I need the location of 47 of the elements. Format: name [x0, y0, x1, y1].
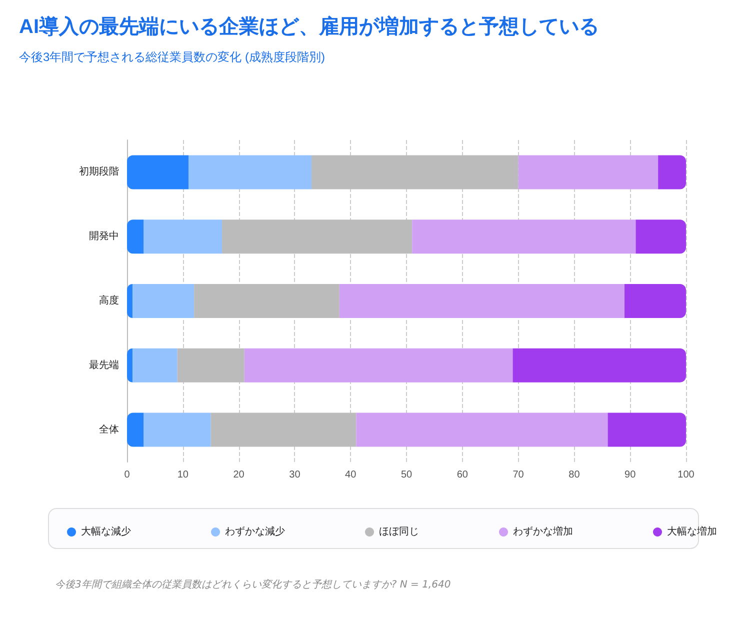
bar: [144, 220, 222, 254]
y-tick-label: 最先端: [89, 358, 119, 371]
y-tick-label: 全体: [99, 423, 119, 436]
bar: [144, 412, 211, 447]
bar: [177, 348, 244, 382]
bar: [356, 412, 608, 447]
legend-label: わずかな増加: [513, 526, 573, 538]
y-tick-label: 開発中: [89, 230, 119, 242]
x-tick-label: 100: [678, 470, 695, 480]
bar: [636, 220, 686, 254]
bar: [608, 412, 686, 447]
chart-title: AI導入の最先端にいる企業ほど、雇用が増加すると予想している: [19, 15, 599, 38]
bar: [132, 284, 194, 318]
bar: [339, 284, 625, 318]
chart-subtitle: 今後3年間で予想される総従業員数の変化 (成熟度段階別): [19, 50, 326, 64]
bar: [311, 155, 518, 190]
x-tick-label: 20: [233, 470, 245, 480]
x-tick-label: 90: [624, 470, 636, 480]
legend-label: ほぼ同じ: [379, 526, 419, 538]
bar: [512, 348, 686, 382]
x-tick-label: 70: [512, 470, 524, 480]
x-tick-label: 0: [124, 470, 130, 480]
x-tick-label: 80: [568, 470, 580, 480]
legend-label: わずかな減少: [225, 526, 285, 538]
bar: [127, 155, 188, 190]
x-tick-label: 40: [345, 470, 357, 480]
bar: [132, 348, 178, 382]
x-tick-label: 50: [400, 470, 412, 480]
x-tick-label: 10: [177, 470, 189, 480]
bar: [210, 412, 356, 447]
y-tick-label: 初期段階: [79, 166, 119, 178]
text: 今後3年間で組織全体の従業員数はどれくらい変化すると予想していますか? N = 1,640: [55, 578, 451, 590]
x-tick-label: 60: [456, 470, 468, 480]
bar: [518, 155, 658, 190]
bar: [658, 155, 686, 190]
bar: [194, 284, 340, 318]
bar: [244, 348, 513, 382]
bar: [188, 155, 312, 190]
legend-label: 大幅な減少: [81, 526, 131, 538]
bar: [624, 284, 686, 318]
bar: [412, 220, 636, 254]
legend-label: 大幅な増加: [667, 526, 717, 538]
x-tick-label: 30: [289, 470, 301, 480]
y-tick-label: 高度: [99, 294, 119, 306]
bar: [127, 220, 144, 254]
bar: [222, 220, 412, 254]
bar: [127, 412, 144, 447]
